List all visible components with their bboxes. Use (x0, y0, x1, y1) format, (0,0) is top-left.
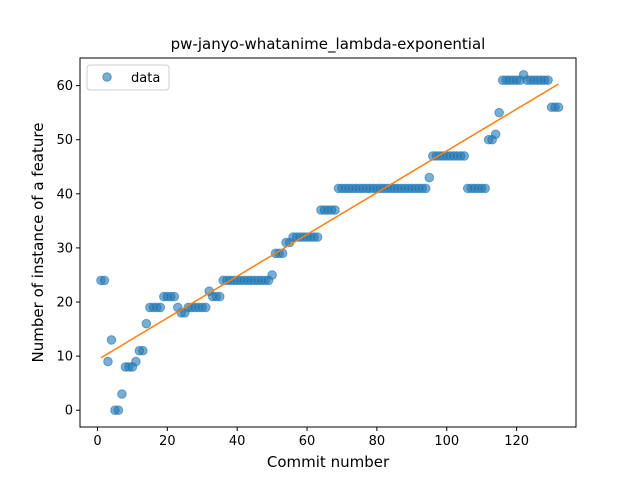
data-point (131, 356, 141, 367)
x-axis-ticks: 0 20 40 60 80 100 120 (93, 427, 529, 449)
data-point (480, 183, 490, 194)
y-tick-label: 40 (56, 187, 73, 202)
data-point (200, 302, 211, 313)
x-tick-label: 40 (229, 434, 246, 449)
data-point (214, 291, 225, 302)
data-point (117, 389, 127, 399)
data-point (543, 75, 553, 85)
y-tick-label: 50 (56, 133, 73, 148)
data-markers (96, 69, 564, 416)
y-tick-label: 0 (65, 404, 73, 419)
fit-line (100, 83, 559, 359)
x-tick-label: 100 (434, 434, 459, 449)
y-tick-label: 10 (56, 350, 73, 365)
x-axis-label: Commit number (267, 453, 390, 471)
data-point (459, 151, 470, 161)
data-point (103, 356, 113, 367)
y-tick-label: 30 (56, 241, 73, 256)
y-tick-label: 60 (56, 79, 73, 94)
legend: data (86, 64, 170, 91)
data-point (155, 302, 166, 313)
y-axis-ticks: 0 10 20 30 40 50 60 (56, 79, 80, 419)
x-tick-label: 0 (93, 434, 101, 449)
x-tick-label: 20 (159, 434, 176, 449)
data-point (141, 318, 152, 329)
data-point (330, 205, 340, 215)
data-point (138, 345, 148, 356)
legend-label-data: data (131, 71, 160, 86)
data-point (99, 275, 110, 286)
data-point (113, 405, 124, 416)
chart-title: pw-janyo-whatanime_lambda-exponential (171, 35, 486, 54)
data-point (267, 270, 277, 280)
legend-box (86, 64, 170, 91)
x-tick-label: 60 (299, 434, 316, 449)
data-point (553, 102, 564, 113)
y-axis-label: Number of instance of a feature (29, 123, 47, 363)
plot-frame (79, 57, 577, 428)
data-point (106, 335, 117, 345)
data-point (424, 172, 435, 183)
legend-marker-data (102, 72, 112, 82)
y-tick-label: 20 (56, 296, 73, 311)
data-point (312, 232, 323, 242)
data-point (490, 129, 501, 140)
fit-line-layer (100, 83, 559, 359)
x-tick-label: 120 (504, 434, 529, 449)
data-point (169, 291, 180, 302)
x-tick-label: 80 (369, 434, 386, 449)
data-point (421, 183, 431, 194)
data-point (494, 107, 504, 118)
